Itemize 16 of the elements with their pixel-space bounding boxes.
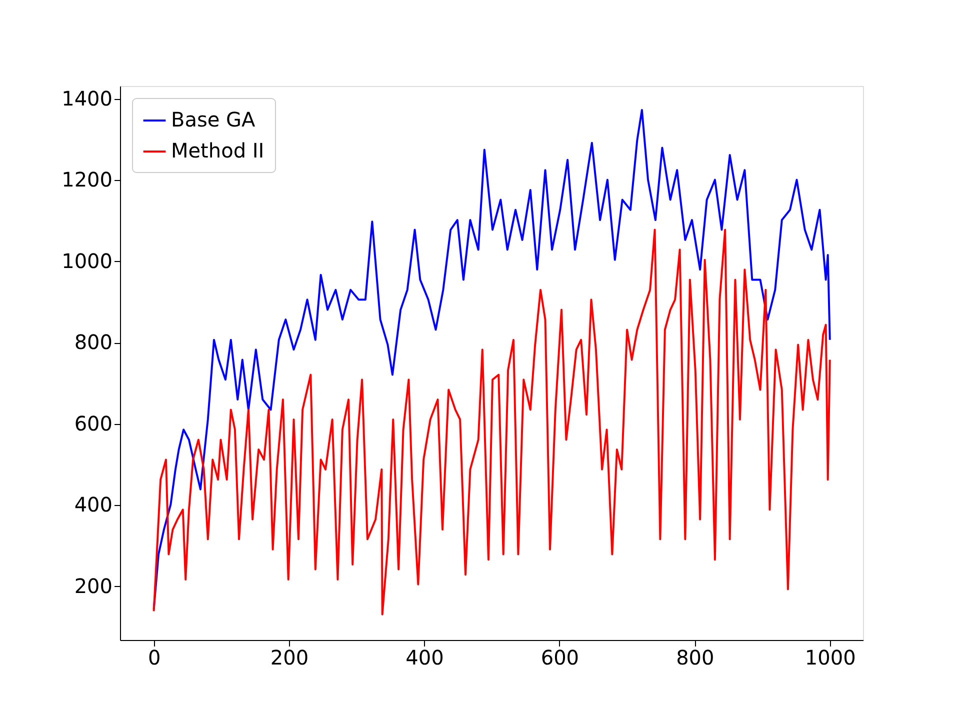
x-tick-label: 800	[676, 646, 714, 670]
y-tick-label: 1200	[62, 168, 112, 192]
x-tick-label: 200	[270, 646, 309, 670]
line-series	[152, 228, 831, 616]
y-tick-label: 600	[74, 411, 112, 436]
legend-label: Method II	[171, 138, 264, 162]
y-tick-label: 200	[74, 574, 112, 598]
x-tick-label: 1000	[804, 646, 856, 670]
y-tick-label: 1000	[62, 248, 112, 273]
y-tick-label: 1400	[62, 86, 112, 110]
x-tick-label: 600	[540, 646, 580, 670]
x-tick-label: 0	[148, 646, 161, 670]
x-tick-label: 400	[406, 646, 444, 670]
y-tick-label: 800	[74, 330, 112, 354]
legend-label: Base GA	[171, 108, 256, 132]
y-tick-label: 400	[74, 492, 112, 517]
